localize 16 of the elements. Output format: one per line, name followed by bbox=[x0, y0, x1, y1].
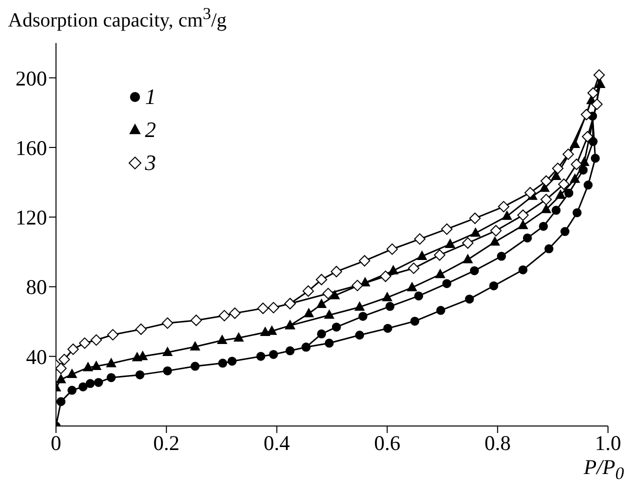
x-tick-label: 0.4 bbox=[264, 430, 290, 455]
y-tick-label: 40 bbox=[26, 344, 47, 369]
legend-label: 3 bbox=[145, 150, 156, 176]
x-tick-label: 0.6 bbox=[374, 430, 400, 455]
y-tick-label: 160 bbox=[16, 136, 47, 160]
legend-label: 1 bbox=[145, 84, 156, 110]
x-tick-label: 0.8 bbox=[484, 430, 511, 455]
y-tick-label: 80 bbox=[26, 275, 47, 300]
x-tick-label: 0.2 bbox=[153, 430, 180, 455]
y-axis-title: Adsorption capacity, cm$^{3}$/g bbox=[8, 4, 227, 33]
y-tick-label: 120 bbox=[16, 206, 47, 230]
x-tick-label: 1.0 bbox=[594, 430, 622, 455]
x-axis-title: P/P$_{0}$ bbox=[584, 455, 624, 484]
y-tick-label: 200 bbox=[16, 66, 47, 90]
x-tick-label: 0 bbox=[50, 430, 62, 455]
legend-label: 2 bbox=[145, 116, 156, 142]
